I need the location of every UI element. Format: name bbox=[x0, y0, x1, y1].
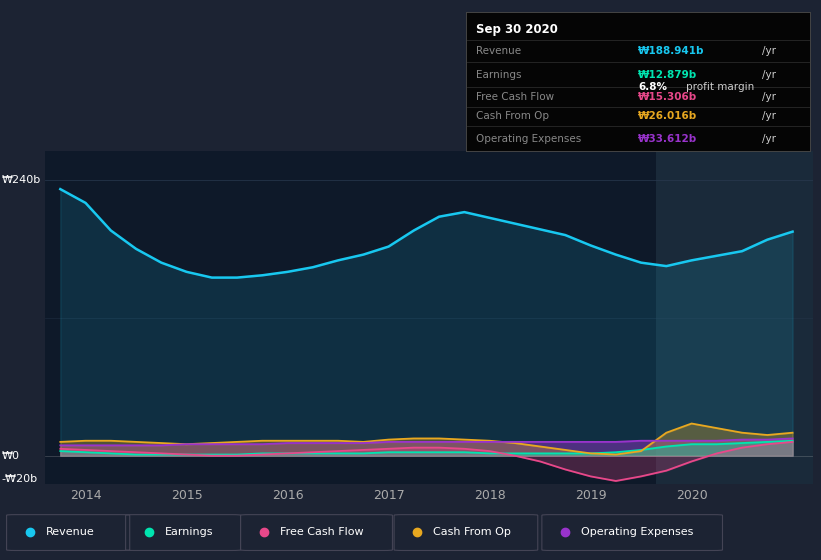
Text: ₩12.879b: ₩12.879b bbox=[638, 70, 697, 80]
Text: Cash From Op: Cash From Op bbox=[433, 527, 511, 537]
Text: Free Cash Flow: Free Cash Flow bbox=[476, 92, 554, 102]
Text: Earnings: Earnings bbox=[165, 527, 213, 537]
Text: 6.8%: 6.8% bbox=[638, 82, 667, 92]
Text: ₩240b: ₩240b bbox=[2, 175, 41, 185]
Text: Free Cash Flow: Free Cash Flow bbox=[280, 527, 364, 537]
Text: Revenue: Revenue bbox=[46, 527, 94, 537]
Text: Earnings: Earnings bbox=[476, 70, 521, 80]
Text: ₩33.612b: ₩33.612b bbox=[638, 134, 697, 144]
Text: /yr: /yr bbox=[762, 92, 776, 102]
Text: Sep 30 2020: Sep 30 2020 bbox=[476, 24, 557, 36]
Text: ₩26.016b: ₩26.016b bbox=[638, 111, 697, 122]
Text: Operating Expenses: Operating Expenses bbox=[476, 134, 581, 144]
Text: ₩188.941b: ₩188.941b bbox=[638, 46, 704, 56]
Text: Revenue: Revenue bbox=[476, 46, 521, 56]
Bar bbox=[656, 151, 821, 484]
Text: Operating Expenses: Operating Expenses bbox=[581, 527, 694, 537]
Text: /yr: /yr bbox=[762, 134, 776, 144]
Text: profit margin: profit margin bbox=[686, 82, 754, 92]
Text: /yr: /yr bbox=[762, 111, 776, 122]
Text: Cash From Op: Cash From Op bbox=[476, 111, 549, 122]
Text: ₩0: ₩0 bbox=[2, 451, 20, 461]
Text: /yr: /yr bbox=[762, 70, 776, 80]
Text: -₩20b: -₩20b bbox=[2, 474, 38, 484]
Text: ₩15.306b: ₩15.306b bbox=[638, 92, 697, 102]
Text: /yr: /yr bbox=[762, 46, 776, 56]
